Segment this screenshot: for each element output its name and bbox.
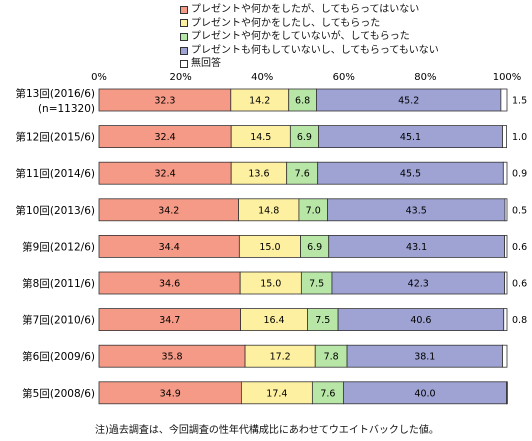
category-sublabel: (n=11320) xyxy=(38,103,95,115)
outside-value-label: 1.5 xyxy=(512,96,527,107)
legend-item: プレゼントや何かをしていないが、してもらった xyxy=(180,30,439,44)
legend-item: プレゼントや何かをしたし、してもらった xyxy=(180,17,439,31)
legend-swatch xyxy=(180,5,188,14)
segment-value-label: 34.7 xyxy=(159,315,180,326)
x-tick-label: 60% xyxy=(333,72,355,83)
segment-value-label: 40.6 xyxy=(410,315,431,326)
category-label: 第8回(2011/6) xyxy=(22,277,95,290)
segment-value-label: 17.2 xyxy=(270,352,291,363)
segment-value-label: 15.0 xyxy=(259,242,280,253)
legend-swatch xyxy=(180,60,188,69)
category-label: 第12回(2015/6) xyxy=(16,131,96,144)
outside-value-label: 0.9 xyxy=(512,169,527,180)
legend-item: プレゼントも何もしていないし、してもらってもいない xyxy=(180,44,439,58)
segment-value-label: 32.4 xyxy=(155,169,176,180)
outside-value-label: 0.5 xyxy=(512,205,527,216)
segment-value-label: 7.6 xyxy=(320,388,335,399)
outside-value-label: 0.8 xyxy=(512,315,527,326)
segment-value-label: 6.8 xyxy=(295,96,310,107)
legend-swatch xyxy=(180,19,188,28)
outside-value-label: 1.0 xyxy=(512,132,527,143)
legend-label: プレゼントや何かをしていないが、してもらった xyxy=(191,31,410,43)
outside-value-label: 0.6 xyxy=(512,279,527,290)
bar-segment xyxy=(506,381,508,405)
segment-value-label: 45.5 xyxy=(400,169,421,180)
legend-label: プレゼントや何かをしたが、してもらってはいない xyxy=(191,4,420,15)
segment-value-label: 7.0 xyxy=(306,205,321,216)
segment-value-label: 7.6 xyxy=(295,169,310,180)
x-tick-label: 80% xyxy=(414,72,436,83)
legend-swatch xyxy=(180,32,188,41)
category-label: 第6回(2009/6) xyxy=(22,350,95,363)
segment-value-label: 34.9 xyxy=(160,388,181,399)
category-label: 第13回(2016/6) xyxy=(16,87,96,100)
segment-value-label: 40.0 xyxy=(414,388,435,399)
legend-item: 無回答 xyxy=(180,57,439,71)
segment-value-label: 14.2 xyxy=(249,96,270,107)
segment-value-label: 43.1 xyxy=(406,242,427,253)
segment-value-label: 15.0 xyxy=(260,279,281,290)
legend-label: 無回答 xyxy=(191,58,221,70)
segment-value-label: 14.8 xyxy=(258,205,279,216)
segment-value-label: 7.8 xyxy=(324,352,339,363)
segment-value-label: 42.3 xyxy=(408,279,429,290)
category-label: 第10回(2013/6) xyxy=(16,204,96,217)
segment-value-label: 17.4 xyxy=(266,388,287,399)
bar-segment xyxy=(504,198,508,222)
x-tick-label: 40% xyxy=(251,72,273,83)
legend-item: プレゼントや何かをしたが、してもらってはいない xyxy=(180,3,439,17)
legend: プレゼントや何かをしたが、してもらってはいない プレゼントや何かをしたし、しても… xyxy=(180,3,439,71)
legend-swatch xyxy=(180,46,188,55)
legend-label: プレゼントや何かをしたし、してもらった xyxy=(191,17,381,29)
segment-value-label: 34.2 xyxy=(158,205,179,216)
bar-segment xyxy=(502,344,508,368)
bar-segment xyxy=(503,308,508,332)
category-label: 第7回(2010/6) xyxy=(22,314,95,327)
x-tick-label: 100% xyxy=(493,72,522,83)
segment-value-label: 32.3 xyxy=(154,96,175,107)
x-tick-label: 20% xyxy=(169,72,191,83)
category-label: 第9回(2012/6) xyxy=(22,240,95,253)
segment-value-label: 13.6 xyxy=(248,169,269,180)
segment-value-label: 45.1 xyxy=(400,132,421,143)
bar-segment xyxy=(502,161,508,185)
outside-value-label: 0.6 xyxy=(512,242,527,253)
category-label: 第11回(2014/6) xyxy=(16,167,96,180)
bar-segment xyxy=(504,271,508,295)
bar-segment xyxy=(504,234,508,258)
segment-value-label: 16.4 xyxy=(263,315,284,326)
legend-label: プレゼントも何もしていないし、してもらってもいない xyxy=(191,44,439,56)
segment-value-label: 14.5 xyxy=(250,132,271,143)
segment-value-label: 38.1 xyxy=(414,352,435,363)
segment-value-label: 35.8 xyxy=(161,352,182,363)
bar-segment xyxy=(502,125,507,148)
segment-value-label: 45.2 xyxy=(398,96,419,107)
segment-value-label: 34.6 xyxy=(159,279,180,290)
x-tick-label: 0% xyxy=(91,72,107,83)
segment-value-label: 6.9 xyxy=(297,132,312,143)
segment-value-label: 43.5 xyxy=(406,205,427,216)
segment-value-label: 6.9 xyxy=(307,242,322,253)
segment-value-label: 32.4 xyxy=(155,132,176,143)
segment-value-label: 7.5 xyxy=(315,315,330,326)
bar-segment xyxy=(500,88,508,112)
segment-value-label: 7.5 xyxy=(309,279,324,290)
segment-value-label: 34.4 xyxy=(159,242,180,253)
chart-note: 注)過去調査は、今回調査の性年代構成比にあわせてウエイトバックした値。 xyxy=(95,425,439,436)
category-label: 第5回(2008/6) xyxy=(22,387,95,400)
